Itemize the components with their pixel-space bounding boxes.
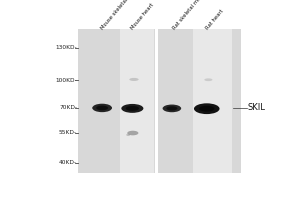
FancyBboxPatch shape bbox=[120, 29, 154, 173]
Text: 100KD-: 100KD- bbox=[56, 78, 77, 83]
FancyBboxPatch shape bbox=[157, 29, 241, 173]
Ellipse shape bbox=[126, 134, 130, 136]
Ellipse shape bbox=[199, 106, 214, 112]
Ellipse shape bbox=[194, 103, 220, 114]
Text: Mouse skeletal muscle: Mouse skeletal muscle bbox=[100, 0, 142, 30]
Text: Rat heart: Rat heart bbox=[205, 8, 224, 30]
Ellipse shape bbox=[126, 106, 139, 111]
Ellipse shape bbox=[163, 105, 181, 112]
FancyBboxPatch shape bbox=[193, 29, 232, 173]
Ellipse shape bbox=[166, 106, 178, 111]
Text: 55KD-: 55KD- bbox=[59, 130, 77, 135]
Text: 130KD-: 130KD- bbox=[56, 45, 77, 50]
FancyBboxPatch shape bbox=[78, 29, 155, 173]
Ellipse shape bbox=[92, 104, 112, 112]
Ellipse shape bbox=[96, 106, 108, 110]
Text: 70KD-: 70KD- bbox=[59, 105, 77, 110]
Text: 40KD-: 40KD- bbox=[59, 160, 77, 165]
Ellipse shape bbox=[121, 104, 143, 113]
Text: Mouse heart: Mouse heart bbox=[130, 2, 155, 30]
Text: Rat skeletal muscle: Rat skeletal muscle bbox=[172, 0, 209, 30]
Ellipse shape bbox=[129, 78, 139, 81]
Text: SKIL: SKIL bbox=[248, 103, 266, 112]
FancyBboxPatch shape bbox=[155, 29, 158, 173]
Ellipse shape bbox=[127, 131, 138, 135]
Ellipse shape bbox=[204, 78, 212, 81]
